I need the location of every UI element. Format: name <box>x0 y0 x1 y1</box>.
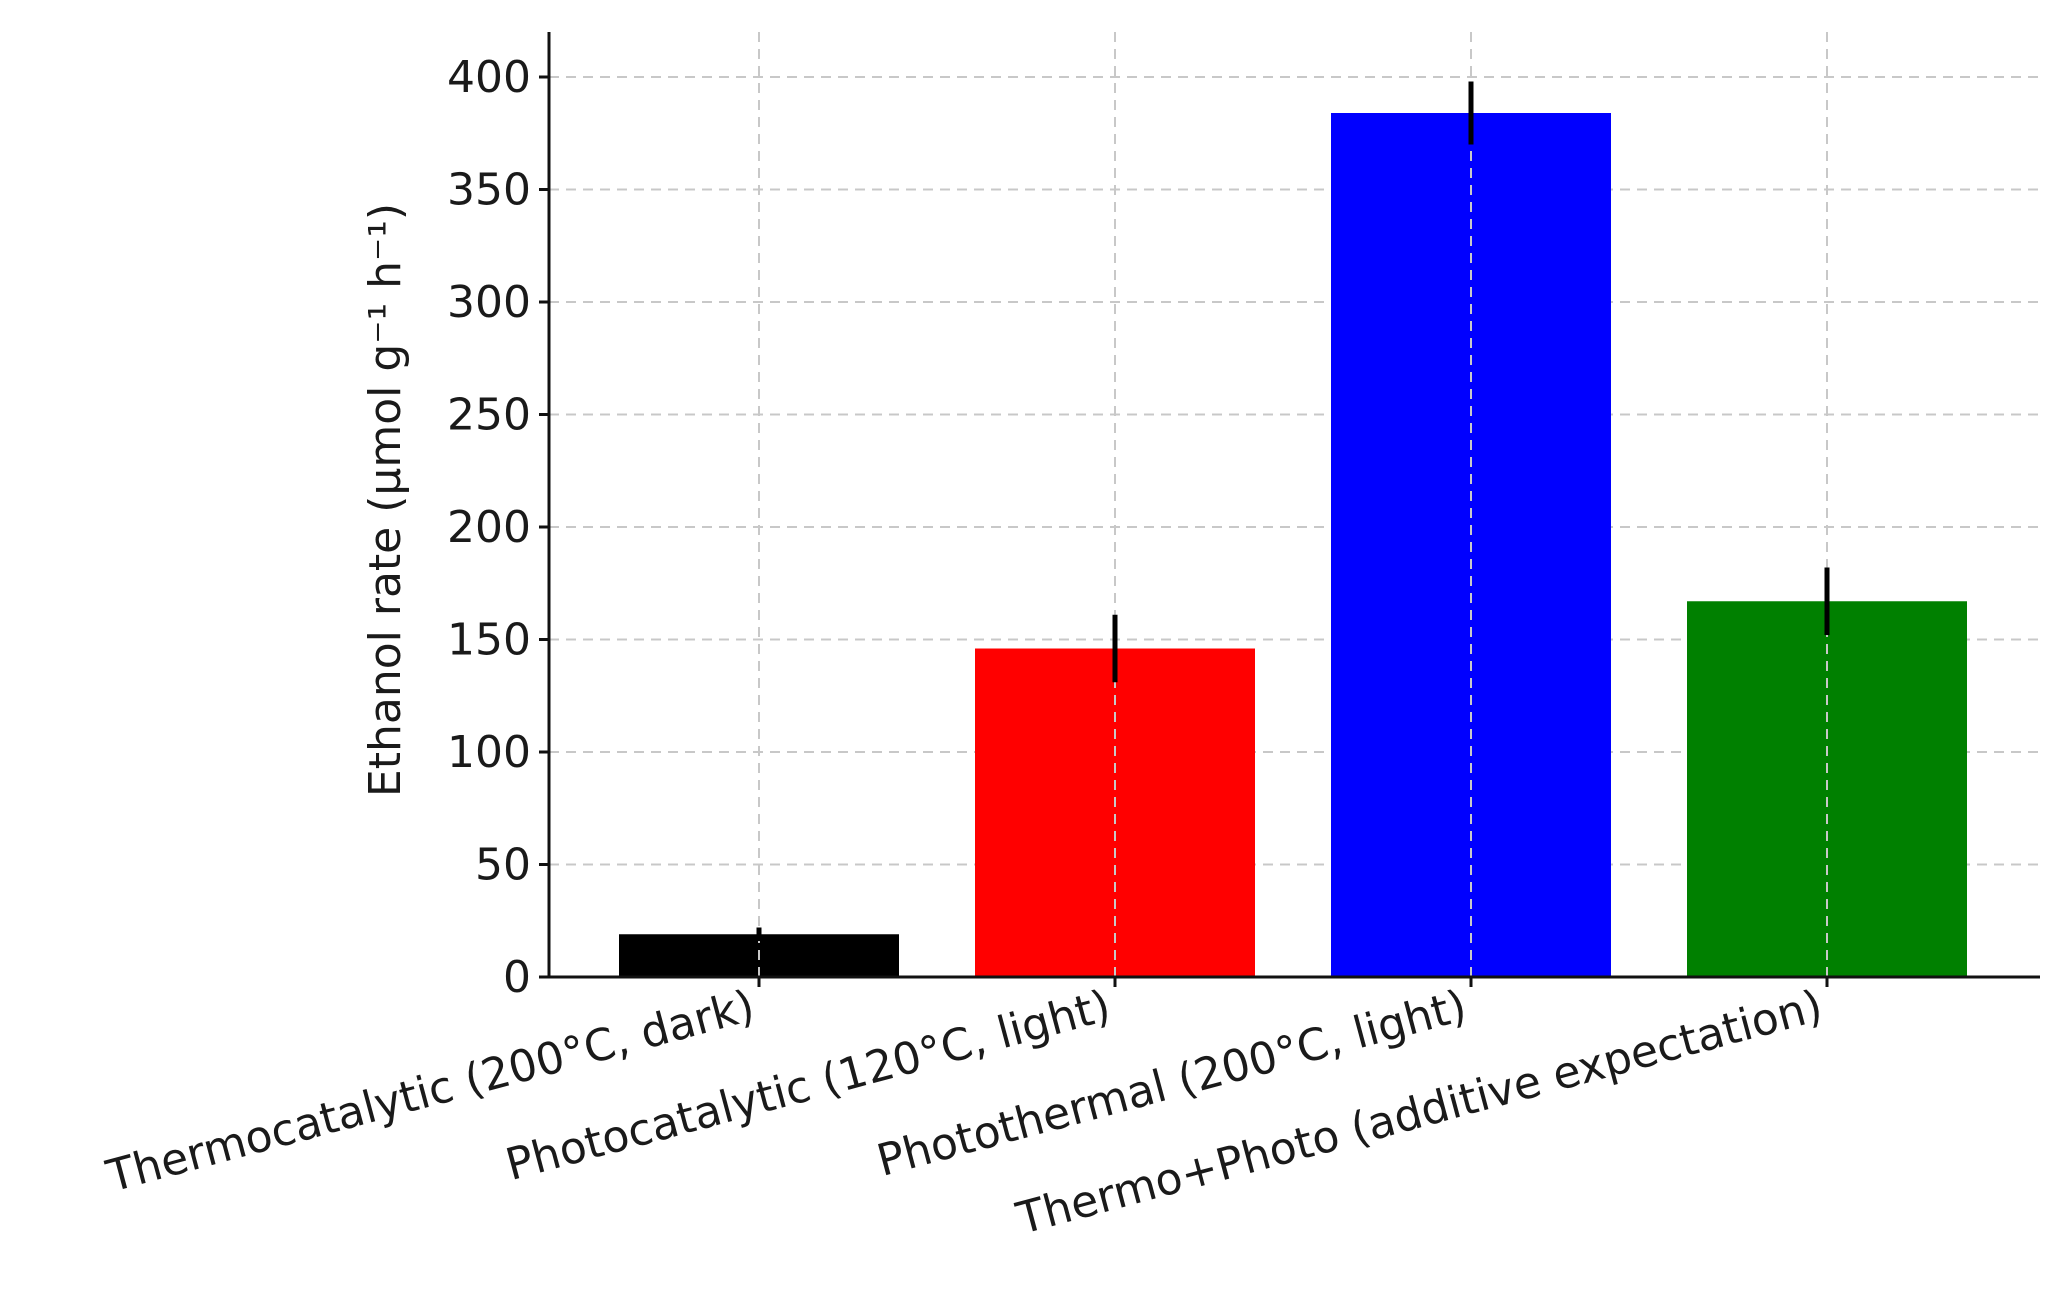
y-axis-title: Ethanol rate (μmol g⁻¹ h⁻¹) <box>360 203 411 797</box>
y-tick-label: 200 <box>447 502 531 553</box>
vertical-grid-layer <box>758 32 1828 977</box>
y-tick-label: 100 <box>447 727 531 778</box>
axes-layer <box>539 32 2040 987</box>
y-tick-label: 150 <box>447 615 531 666</box>
y-tick-label: 400 <box>447 52 531 103</box>
bars-layer <box>619 113 1967 977</box>
y-tick-label: 0 <box>503 952 531 1003</box>
y-tick-label: 50 <box>475 840 531 891</box>
y-tick-label: 250 <box>447 390 531 441</box>
x-tick-label: Thermocatalytic (200°C, dark) <box>101 980 760 1202</box>
y-tick-labels: 0 50 100 150 200 250 300 350 400 <box>447 52 531 1003</box>
x-tick-label: Photocatalytic (120°C, light) <box>501 980 1116 1191</box>
x-tick-labels: Thermocatalytic (200°C, dark)Photocataly… <box>101 980 1828 1245</box>
error-bars-layer <box>756 81 1830 941</box>
y-tick-label: 350 <box>447 165 531 216</box>
y-tick-label: 300 <box>447 277 531 328</box>
